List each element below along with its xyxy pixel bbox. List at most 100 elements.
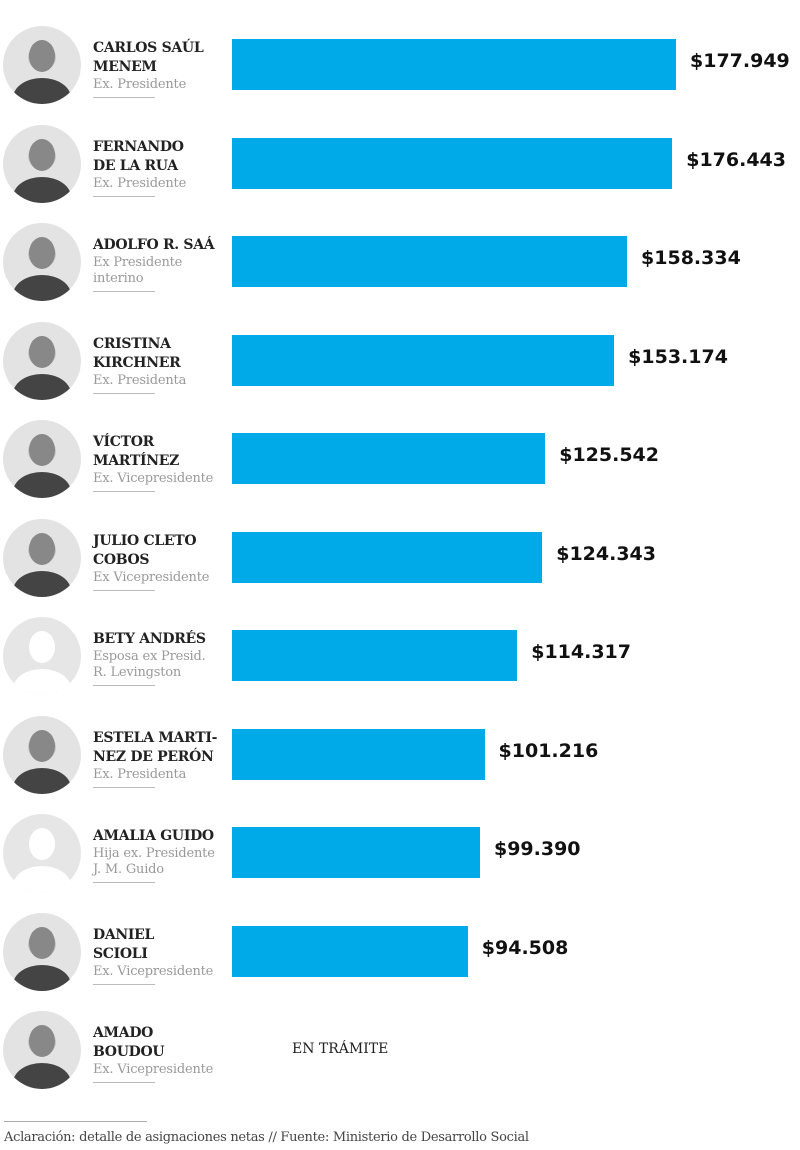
chart-row: AMALIA GUIDO Hija ex. Presidente J. M. Gui… [0,804,800,902]
bar-value-label: $125.542 [559,444,659,466]
person-name: CRISTINA [93,335,171,352]
person-name: KIRCHNER [93,354,181,371]
placeholder-avatar-icon [3,617,81,695]
chart-row: AMADO BOUDOU Ex. Vicepresidente EN TRÁMITE [0,1001,800,1099]
label-underline [93,685,155,686]
person-name: FERNANDO [93,138,184,155]
portrait-photo [3,420,81,498]
chart-row: BETY ANDRÉS Esposa ex Presid. R. Levingsto… [0,607,800,705]
person-role: Ex. Vicepresidente [93,963,214,979]
bar [232,137,673,189]
label-underline [93,392,155,394]
portrait-photo [3,912,81,991]
person-role: Hija ex. Presidente [93,846,215,861]
person-role: R. Levingston [93,665,182,680]
person-role: Ex. Presidente [93,175,187,191]
pending-status-label: EN TRÁMITE [292,1041,389,1057]
bar [232,433,546,484]
bar [232,827,480,878]
person-label: JULIO CLETO COBOS Ex Vicepresidente [93,532,233,591]
person-name: MENEM [93,59,157,75]
bar [232,531,543,583]
label-underline [93,983,155,985]
person-label: CRISTINA KIRCHNER Ex. Presidenta [93,335,233,394]
chart-row: DANIEL SCIOLI Ex. Vicepresidente $94.508 [0,903,800,1001]
bar-value-label: $101.216 [498,739,599,762]
person-name: MARTÍNEZ [93,453,180,469]
person-role: interino [93,271,144,286]
person-role: J. M. Guido [93,862,164,877]
bar [232,39,676,90]
label-underline [93,1082,155,1083]
portrait-photo [3,124,81,203]
chart-row: CARLOS SAÚL MENEM Ex. Presidente $177.949 [0,16,800,114]
person-role: Ex Presidente [93,255,183,270]
bar-value-label: $176.443 [686,148,786,171]
footer-divider [4,1121,147,1122]
bar-value-label: $124.343 [556,542,656,565]
person-name: BETY ANDRÉS [93,631,206,647]
bar [232,925,468,977]
label-underline [93,291,155,292]
chart-row: VÍCTOR MARTÍNEZ Ex. Vicepresidente $125.542 [0,410,800,508]
person-name: CARLOS SAÚL [93,40,204,56]
bar-value-label: $177.949 [690,50,790,72]
person-role: Ex Vicepresidente [93,569,210,585]
bar [232,728,485,780]
portrait-photo [3,26,81,104]
portrait-photo [3,223,81,301]
label-underline [93,589,155,591]
person-label: FERNANDO DE LA RUA Ex. Presidente [93,138,233,197]
placeholder-avatar-icon [3,814,81,892]
label-underline [93,491,155,492]
person-name: AMALIA GUIDO [93,828,214,844]
portrait-photo [3,715,81,794]
person-label: ADOLFO R. SAÁ Ex Presidente interino [93,236,233,292]
person-label: AMALIA GUIDO Hija ex. Presidente J. M. Gui… [93,827,233,883]
label-underline [93,97,155,98]
chart-row: ADOLFO R. SAÁ Ex Presidente interino $158.3… [0,213,800,311]
chart-row: ESTELA MARTI- NEZ DE PERÓN Ex. Presidenta $… [0,706,800,804]
person-name: DANIEL [93,926,155,943]
person-label: ESTELA MARTI- NEZ DE PERÓN Ex. Presidenta [93,729,233,788]
chart-row: FERNANDO DE LA RUA Ex. Presidente $176.443 [0,115,800,213]
person-label: AMADO BOUDOU Ex. Vicepresidente [93,1024,233,1083]
bar [232,630,518,681]
bar [232,334,615,386]
person-role: Esposa ex Presid. [93,649,206,664]
person-name: COBOS [93,551,150,568]
person-label: DANIEL SCIOLI Ex. Vicepresidente [93,926,233,985]
person-name: SCIOLI [93,945,148,962]
person-name: NEZ DE PERÓN [93,748,214,765]
label-underline [93,786,155,788]
person-role: Ex. Presidente [93,77,187,92]
person-name: DE LA RUA [93,157,178,174]
portrait-photo [3,1011,81,1089]
bar [232,236,628,287]
portrait-photo [3,518,81,597]
label-underline [93,195,155,197]
portrait-photo [3,321,81,400]
chart-row: CRISTINA KIRCHNER Ex. Presidenta $153.174 [0,312,800,410]
person-label: CARLOS SAÚL MENEM Ex. Presidente [93,39,233,98]
person-label: VÍCTOR MARTÍNEZ Ex. Vicepresidente [93,433,233,492]
person-name: VÍCTOR [93,434,155,450]
label-underline [93,882,155,883]
bar-value-label: $153.174 [628,345,728,368]
person-label: BETY ANDRÉS Esposa ex Presid. R. Levingsto… [93,630,233,686]
person-name: AMADO [93,1025,154,1041]
bar-value-label: $94.508 [481,936,569,959]
chart-row: JULIO CLETO COBOS Ex Vicepresidente $124.34… [0,509,800,607]
person-name: JULIO CLETO [93,532,197,549]
bar-value-label: $114.317 [531,641,631,663]
person-name: ADOLFO R. SAÁ [93,237,215,253]
person-role: Ex. Presidenta [93,372,187,388]
person-role: Ex. Vicepresidente [93,1062,214,1077]
person-role: Ex. Vicepresidente [93,471,214,486]
person-role: Ex. Presidenta [93,766,187,782]
bar-value-label: $158.334 [641,247,741,269]
person-name: ESTELA MARTI- [93,729,218,746]
bar-value-label: $99.390 [493,838,581,860]
footer-note: Aclaración: detalle de asignaciones neta… [4,1130,529,1145]
person-name: BOUDOU [93,1044,165,1060]
